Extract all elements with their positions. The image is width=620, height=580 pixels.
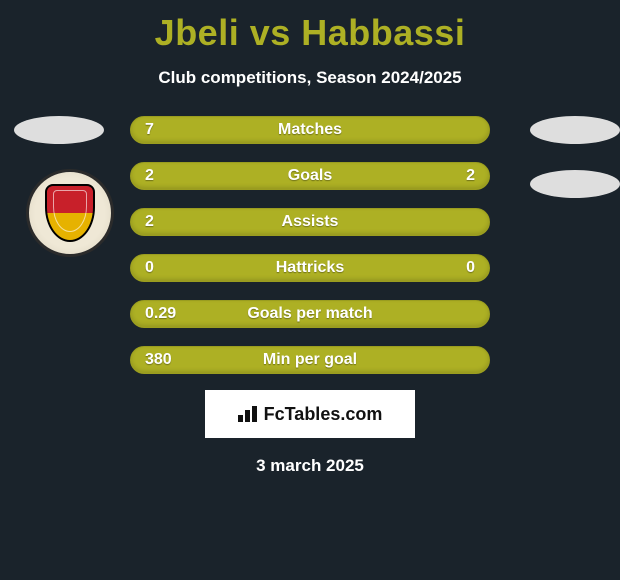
credit-text: FcTables.com	[264, 404, 383, 425]
stat-row-assists: 2 Assists	[130, 208, 490, 236]
stats-area: 7 Matches 2 Goals 2 2 Assists 0 Hattrick…	[0, 116, 620, 374]
stat-label: Goals per match	[247, 305, 372, 323]
stat-label: Assists	[282, 213, 339, 231]
stat-left-value: 2	[145, 213, 154, 231]
stat-left-value: 0	[145, 259, 154, 277]
stat-row-goals-per-match: 0.29 Goals per match	[130, 300, 490, 328]
date-text: 3 march 2025	[0, 456, 620, 476]
player-left-photo-placeholder	[14, 116, 104, 144]
stat-row-min-per-goal: 380 Min per goal	[130, 346, 490, 374]
stat-right-value: 0	[466, 259, 475, 277]
stat-left-value: 0.29	[145, 305, 176, 323]
stat-left-value: 2	[145, 167, 154, 185]
player-right-photo-placeholder-2	[530, 170, 620, 198]
stat-left-value: 7	[145, 121, 154, 139]
stat-row-hattricks: 0 Hattricks 0	[130, 254, 490, 282]
stat-row-matches: 7 Matches	[130, 116, 490, 144]
stat-label: Hattricks	[276, 259, 344, 277]
credit-banner: FcTables.com	[205, 390, 415, 438]
stat-label: Min per goal	[263, 351, 357, 369]
club-badge-left	[26, 169, 114, 257]
subtitle: Club competitions, Season 2024/2025	[0, 68, 620, 88]
player-right-photo-placeholder-1	[530, 116, 620, 144]
stat-row-goals: 2 Goals 2	[130, 162, 490, 190]
stat-left-value: 380	[145, 351, 172, 369]
stat-right-value: 2	[466, 167, 475, 185]
stat-label: Goals	[288, 167, 332, 185]
page-title: Jbeli vs Habbassi	[0, 0, 620, 54]
fctables-icon	[238, 406, 258, 422]
stat-label: Matches	[278, 121, 342, 139]
